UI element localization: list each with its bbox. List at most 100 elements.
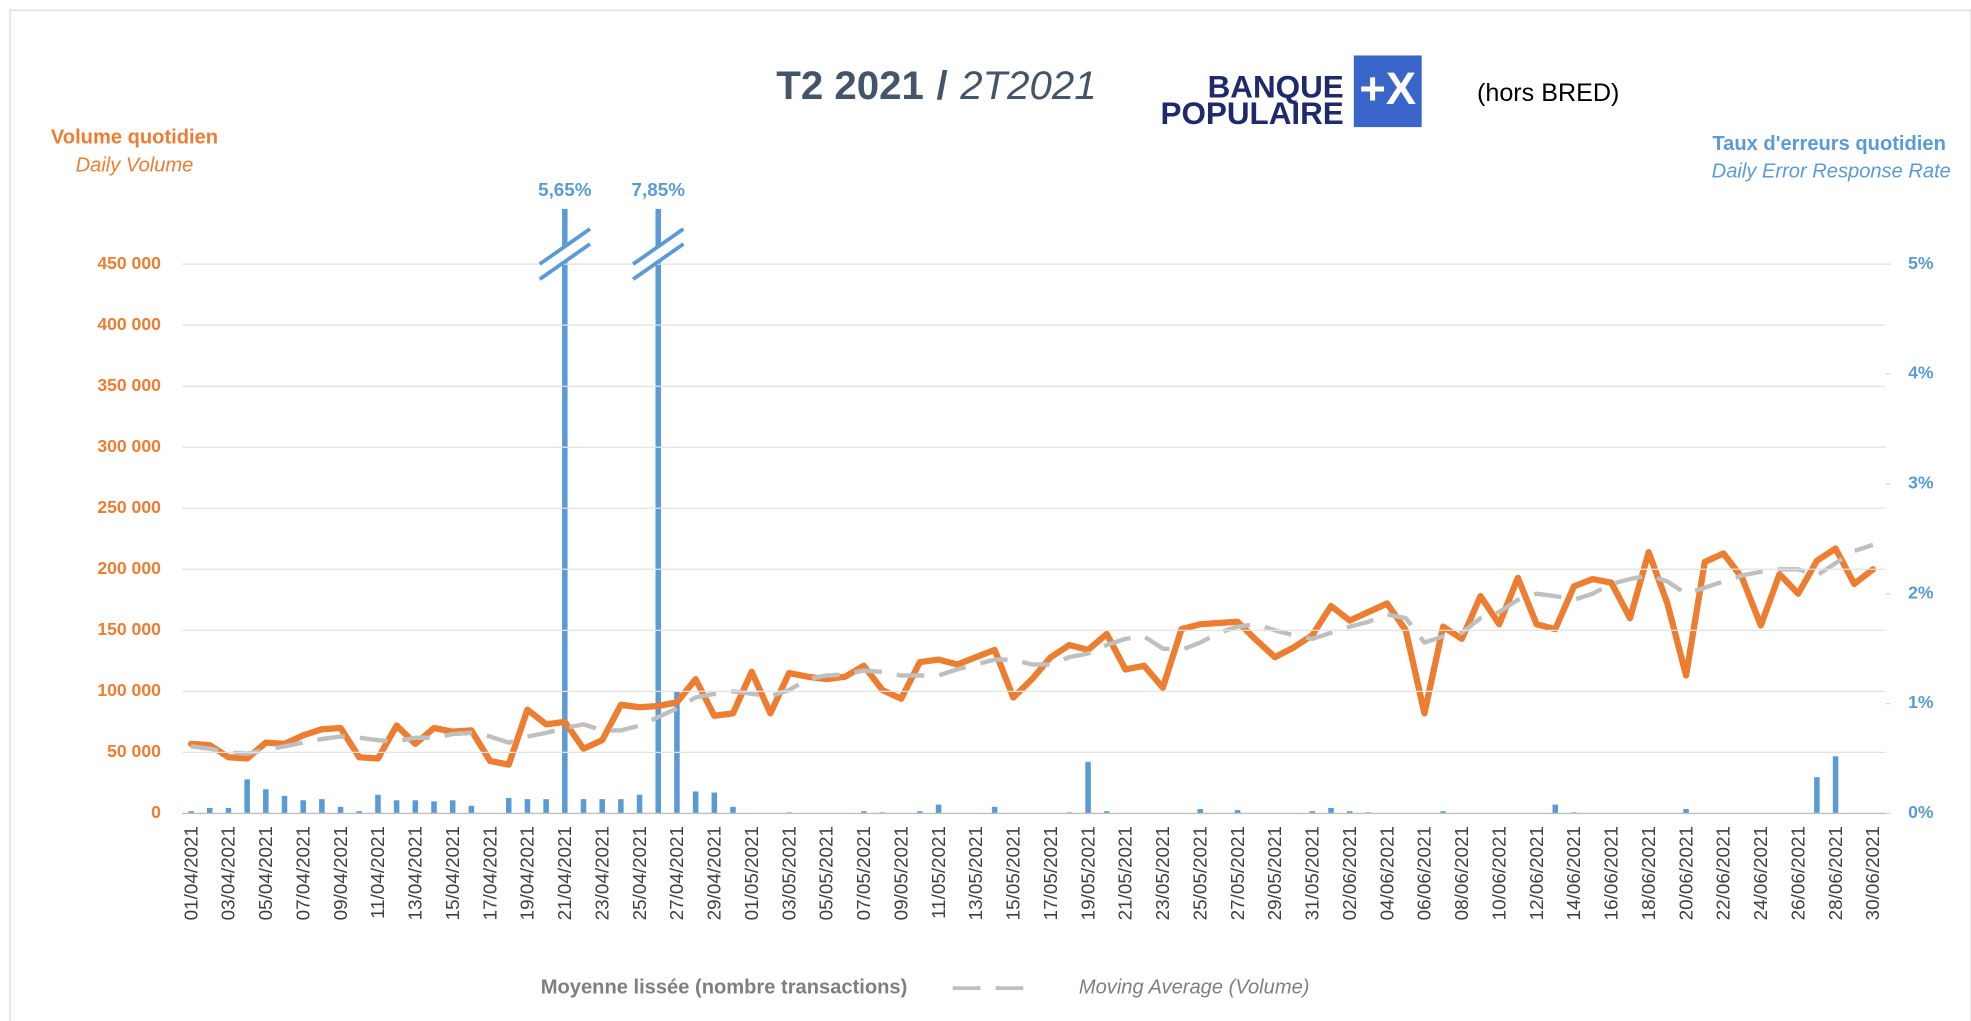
bar — [580, 799, 587, 814]
y-tick-label: 100 000 — [97, 680, 161, 700]
x-tick-label: 03/05/2021 — [778, 826, 799, 920]
axis-break-line — [632, 227, 685, 266]
y-tick-label: 250 000 — [97, 497, 161, 517]
legend-label-en: Moving Average (Volume) — [1079, 976, 1310, 998]
x-tick-label: 15/04/2021 — [442, 826, 463, 920]
title-separator: / — [936, 63, 947, 108]
x-tick-label: 18/06/2021 — [1638, 826, 1659, 920]
x-tick-label: 04/06/2021 — [1376, 826, 1397, 920]
bar — [300, 800, 306, 814]
y2-tick-label: 0% — [1908, 802, 1934, 822]
title-alt: 2T2021 — [959, 63, 1096, 108]
bar — [1197, 809, 1203, 814]
plot — [187, 208, 1877, 814]
bar — [1085, 761, 1091, 814]
x-tick-label: 06/06/2021 — [1414, 826, 1435, 920]
moving-average-line — [190, 542, 1874, 756]
data-label: 5,65% — [538, 179, 592, 200]
bar — [244, 779, 250, 814]
x-tick-label: 12/06/2021 — [1526, 826, 1547, 920]
bar — [636, 794, 643, 814]
bar — [393, 800, 400, 814]
bar — [1328, 807, 1334, 814]
bar — [861, 811, 867, 814]
y-tick-label: 0 — [151, 802, 161, 822]
x-tick-label: 09/04/2021 — [330, 826, 351, 920]
x-tick-label: 02/06/2021 — [1339, 826, 1360, 920]
x-tick-label: 23/04/2021 — [591, 826, 612, 920]
x-tick-label: 11/05/2021 — [928, 826, 949, 919]
y2-tick-label: 3% — [1908, 472, 1934, 492]
axis-break-line — [632, 242, 685, 281]
x-tick-label: 15/05/2021 — [1003, 826, 1024, 920]
x-tick-label: 16/06/2021 — [1601, 826, 1622, 920]
bar — [375, 794, 381, 814]
x-tick-label: 17/05/2021 — [1040, 826, 1061, 920]
x-tick-label: 05/04/2021 — [255, 826, 276, 920]
bar — [917, 811, 923, 814]
bar — [655, 208, 662, 814]
x-tick-label: 14/06/2021 — [1563, 826, 1584, 920]
logo-mark: +X — [1359, 63, 1416, 114]
bar — [1309, 811, 1316, 814]
x-tick-label: 01/04/2021 — [180, 826, 201, 920]
bar — [1103, 811, 1110, 814]
bar — [412, 800, 419, 814]
y2-tick-label: 1% — [1908, 692, 1934, 712]
y-tick-label: 50 000 — [107, 741, 161, 761]
bar — [1683, 809, 1689, 814]
x-tick-label: 07/04/2021 — [292, 826, 313, 920]
bar — [263, 789, 269, 814]
y-tick-label: 450 000 — [97, 253, 161, 273]
logo-line: POPULAIRE — [1161, 96, 1344, 131]
bar — [505, 798, 512, 814]
axis-break-line — [538, 242, 592, 281]
x-tick-label: 27/04/2021 — [666, 826, 687, 920]
bar — [562, 208, 568, 814]
x-tick-label: 19/04/2021 — [517, 826, 538, 920]
chart-title: T2 2021 / 2T2021 — [776, 63, 1096, 108]
bar — [449, 800, 456, 814]
bar — [206, 807, 213, 814]
bar — [711, 792, 718, 814]
frame — [9, 9, 1971, 1021]
x-tick-label: 21/04/2021 — [554, 826, 575, 920]
bar — [524, 799, 531, 814]
x-tick-label: 01/05/2021 — [741, 826, 762, 920]
x-tick-label: 21/05/2021 — [1115, 826, 1136, 920]
bar — [991, 806, 998, 814]
y-tick-label: 400 000 — [97, 314, 161, 334]
x-tick-label: 31/05/2021 — [1302, 826, 1323, 920]
logo-square — [1353, 55, 1422, 128]
x-tick-label: 11/04/2021 — [367, 826, 388, 919]
bar — [599, 799, 605, 814]
bar — [618, 799, 624, 814]
volume-line — [187, 545, 1877, 768]
bar — [281, 795, 288, 814]
bar — [188, 811, 194, 814]
bar — [431, 801, 437, 814]
bar — [337, 806, 344, 814]
bar — [543, 799, 549, 814]
data-label: 7,85% — [632, 179, 686, 200]
bar — [1234, 810, 1241, 814]
y-tick-label: 200 000 — [97, 558, 161, 578]
x-tick-label: 29/04/2021 — [704, 826, 725, 920]
x-tick-label: 08/06/2021 — [1451, 826, 1472, 920]
x-tick-label: 05/05/2021 — [816, 826, 837, 920]
bar — [319, 799, 325, 814]
y-axis-title: Volume quotidien — [51, 127, 218, 149]
title: T2 2021 — [776, 63, 924, 108]
x-tick-label: 23/05/2021 — [1152, 826, 1173, 920]
bar — [692, 791, 699, 814]
x-tick-label: 17/04/2021 — [479, 826, 500, 920]
note: (hors BRED) — [1477, 79, 1619, 107]
bar — [1346, 811, 1353, 814]
y2-tick-label: 2% — [1908, 582, 1934, 602]
bar — [1814, 777, 1820, 814]
x-tick-label: 09/05/2021 — [890, 826, 911, 920]
x-tick-label: 29/05/2021 — [1264, 826, 1285, 920]
x-tick-label: 27/05/2021 — [1227, 826, 1248, 920]
bar — [1440, 811, 1446, 814]
